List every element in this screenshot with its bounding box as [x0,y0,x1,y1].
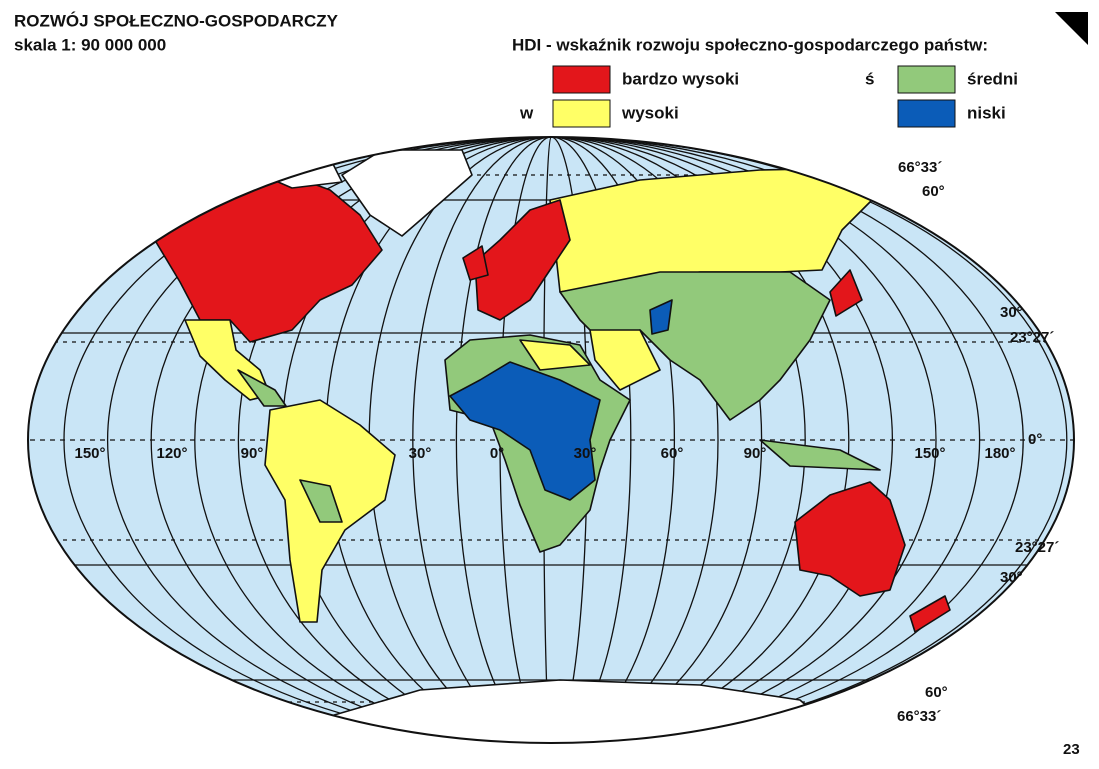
legend-swatch [897,65,956,94]
graticule-labels: 66°33´ 60° 30° 23°27´ 0° 23°27´ 30° 60° 66°33´ 15… [74,159,1059,725]
legend-swatch [897,99,956,128]
corner-mark [1055,12,1088,45]
north-africa [519,339,591,371]
indonesia [759,439,881,471]
asia-low [649,299,673,335]
latitude-label: 30° [1000,304,1023,321]
latitude-label: 66°33´ [898,159,942,176]
longitude-label: 90° [241,445,264,462]
legend-letter: w [519,103,534,122]
australia [794,481,906,597]
britain [462,245,489,281]
latitude-label: 0° [1028,431,1042,448]
latitude-label: 60° [922,183,945,200]
legend-label: bardzo wysoki [622,69,739,88]
globe-outline [27,136,1075,744]
legend-label: niski [967,103,1006,122]
page-number: 23 [1063,741,1080,758]
latitude-label: 23°27´ [1015,539,1059,556]
legend-swatch [552,65,611,94]
latitude-label: 60° [925,684,948,701]
canadian-islands [254,157,343,189]
africa-low [449,361,601,501]
longitude-label: 0° [490,445,504,462]
legend-label: średni [967,69,1018,88]
legend-letter: ś [865,69,874,88]
longitude-label: 120° [156,445,187,462]
legend-title: HDI - wskaźnik rozwoju społeczno-gospoda… [512,35,988,54]
latitude-label: 23°27´ [1010,329,1054,346]
map-scale: skala 1: 90 000 000 [14,35,166,54]
middle-east [589,329,661,391]
longitude-label: 180° [984,445,1015,462]
europe [474,199,571,321]
longitude-label: 90° [744,445,767,462]
latitude-label: 66°33´ [897,708,941,725]
japan [829,269,863,317]
longitude-label: 150° [74,445,105,462]
longitude-label: 60° [661,445,684,462]
new-zealand [909,595,951,633]
legend: bardzo wysoki wysoki w średni ś niski [519,65,1018,128]
south-america-medium [299,479,343,523]
longitude-label: 150° [914,445,945,462]
map-title: ROZWÓJ SPOŁECZNO-GOSPODARCZY [14,11,339,30]
latitude-label: 30° [1000,569,1023,586]
meridian [106,137,552,743]
longitude-label: 30° [574,445,597,462]
legend-label: wysoki [621,103,679,122]
longitude-label: 30° [409,445,432,462]
legend-swatch [552,99,611,128]
